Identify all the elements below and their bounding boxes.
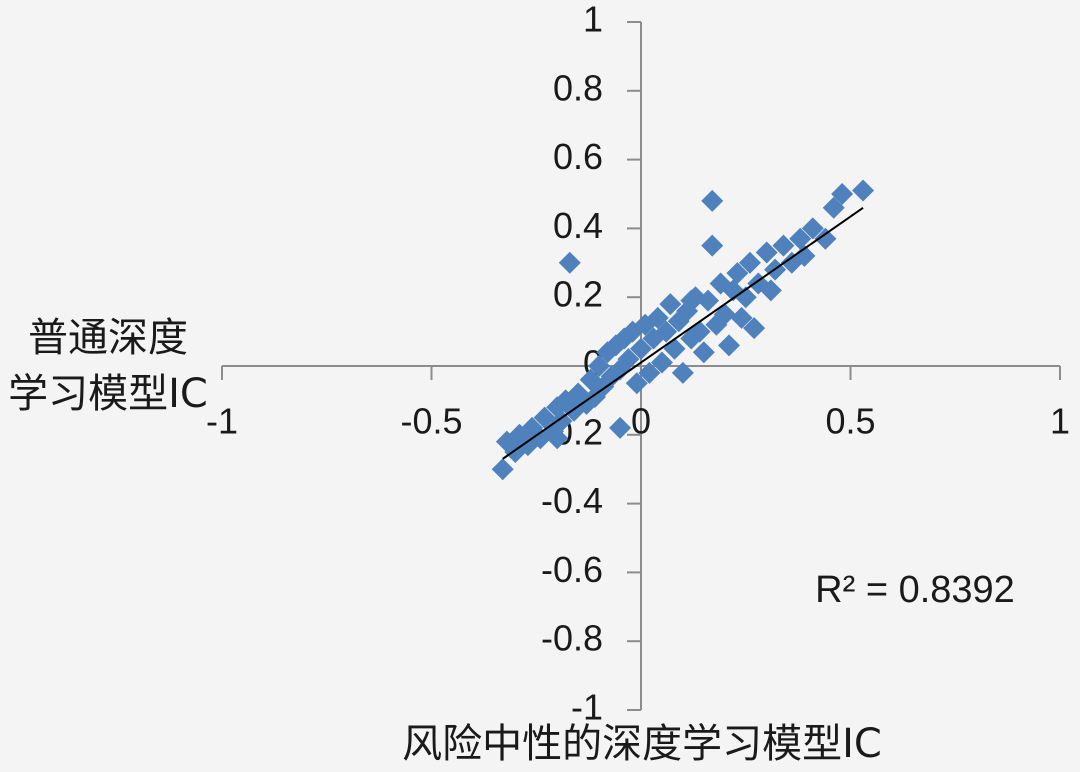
point xyxy=(726,262,749,285)
point xyxy=(609,416,632,439)
y-axis-label: 普通深度 xyxy=(28,315,188,361)
x-tick-label: -0.5 xyxy=(400,401,462,442)
point xyxy=(692,341,715,364)
point xyxy=(617,348,640,371)
point xyxy=(558,251,581,274)
x-tick-label: 0.5 xyxy=(825,401,875,442)
point xyxy=(659,293,682,316)
point xyxy=(533,406,556,429)
annotation: R² = 0.8392 xyxy=(815,569,1015,611)
point xyxy=(625,372,648,395)
point xyxy=(755,241,778,264)
point xyxy=(780,251,803,274)
y-tick-label: -0.6 xyxy=(541,549,603,590)
x-tick-label: -1 xyxy=(206,401,238,442)
point xyxy=(655,320,678,343)
y-tick-label: -1 xyxy=(571,687,603,728)
y-axis-label: 学习模型IC xyxy=(8,371,208,417)
point xyxy=(852,179,875,202)
trendline xyxy=(502,206,864,460)
point xyxy=(671,361,694,384)
point xyxy=(730,306,753,329)
y-tick-label: 0.8 xyxy=(553,67,603,108)
y-tick-label: -0.8 xyxy=(541,618,603,659)
point xyxy=(814,227,837,250)
point xyxy=(550,410,573,433)
point xyxy=(793,244,816,267)
point xyxy=(701,189,724,212)
point xyxy=(759,279,782,302)
x-axis-label: 风险中性的深度学习模型IC xyxy=(402,721,882,767)
point xyxy=(546,427,569,450)
point xyxy=(701,234,724,257)
point xyxy=(738,251,761,274)
point xyxy=(789,227,812,250)
point xyxy=(646,306,669,329)
point xyxy=(638,361,661,384)
y-tick-label: 1 xyxy=(583,0,603,40)
point xyxy=(630,337,652,360)
point xyxy=(588,355,611,377)
point xyxy=(772,234,795,257)
point xyxy=(680,289,703,312)
point xyxy=(650,351,673,374)
y-tick-label: 0.4 xyxy=(553,205,603,246)
point xyxy=(491,458,514,481)
point xyxy=(717,334,740,357)
point xyxy=(734,286,757,309)
y-tick-label: -0.4 xyxy=(541,480,603,521)
y-tick-label: 0.6 xyxy=(553,136,603,177)
x-tick-label: 0 xyxy=(631,401,651,442)
point xyxy=(822,196,845,219)
x-tick-label: 1 xyxy=(1050,401,1070,442)
point xyxy=(801,217,824,240)
y-tick-label: 0.2 xyxy=(553,274,603,315)
point xyxy=(743,317,766,340)
point xyxy=(831,183,854,205)
point xyxy=(697,289,720,312)
